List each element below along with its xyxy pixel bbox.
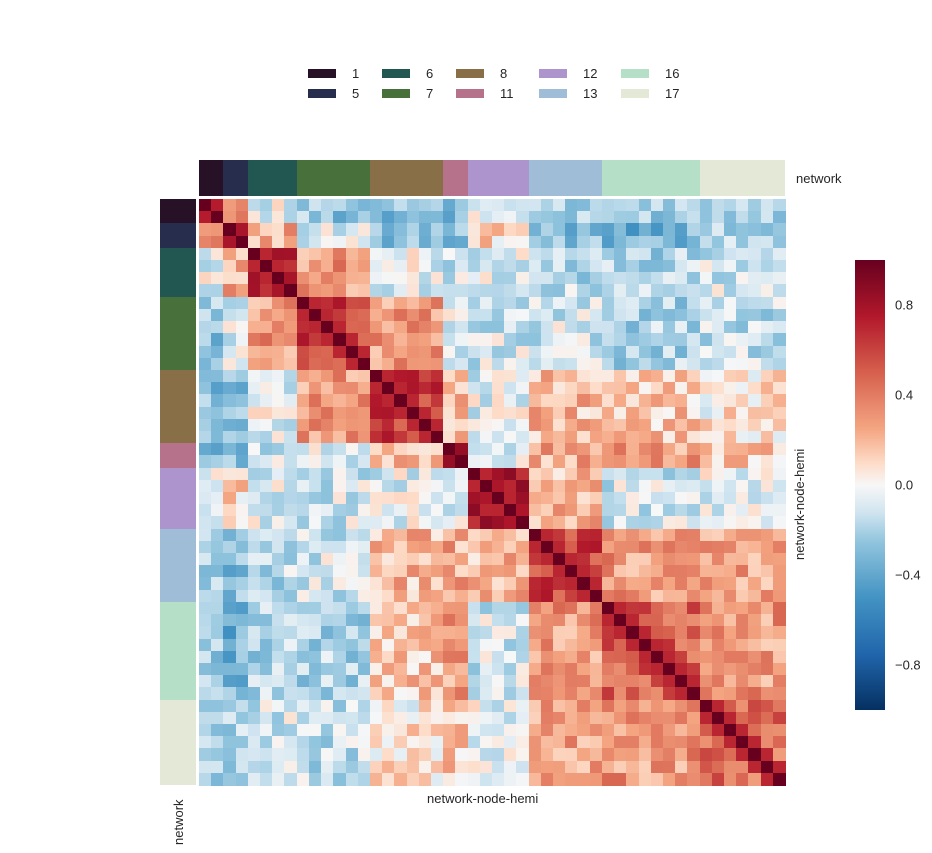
legend-label: 1 (352, 65, 360, 81)
row-band-6 (160, 247, 196, 298)
legend-label: 6 (426, 65, 434, 81)
column-band-13 (528, 160, 603, 196)
legend-label: 17 (665, 85, 680, 101)
row-band-1 (160, 199, 196, 224)
legend-label: 16 (665, 65, 680, 81)
legend-item-17: 17 (621, 85, 680, 101)
legend-item-13: 13 (539, 85, 598, 101)
row-band-8 (160, 369, 196, 444)
x-axis-label: network-node-hemi (427, 791, 539, 806)
row-band-16 (160, 601, 196, 701)
legend-swatch (456, 88, 484, 98)
column-band-12 (467, 160, 530, 196)
legend-swatch (621, 68, 649, 78)
colorbar-tick: −0.8 (895, 657, 921, 673)
colorbar-tick: 0.0 (895, 477, 914, 493)
row-band-12 (160, 467, 196, 530)
y-axis-label: network-node-hemi (792, 448, 807, 560)
legend-swatch (308, 68, 336, 78)
legend-item-11: 11 (456, 85, 514, 101)
legend-label: 13 (583, 85, 598, 101)
legend-item-5: 5 (308, 85, 360, 101)
network-legend: 1 5 6 7 8 11 12 13 16 17 (308, 66, 698, 106)
legend-swatch (621, 88, 649, 98)
column-band-16 (601, 160, 701, 196)
legend-item-12: 12 (539, 65, 598, 81)
legend-swatch (308, 88, 336, 98)
legend-item-6: 6 (382, 65, 434, 81)
column-colors-label: network (796, 171, 842, 186)
column-band-11 (443, 160, 469, 196)
column-band-1 (199, 160, 224, 196)
legend-label: 8 (500, 65, 508, 81)
legend-swatch (382, 88, 410, 98)
row-network-color-bar (160, 199, 196, 786)
legend-swatch (539, 68, 567, 78)
colorbar-tick: −0.4 (895, 567, 921, 583)
legend-item-7: 7 (382, 85, 434, 101)
column-network-color-bar (199, 160, 786, 196)
legend-label: 7 (426, 85, 434, 101)
column-band-5 (223, 160, 249, 196)
colorbar-tick: 0.4 (895, 387, 914, 403)
legend-label: 11 (500, 85, 514, 101)
row-band-5 (160, 223, 196, 249)
legend-swatch (382, 68, 410, 78)
legend-item-16: 16 (621, 65, 680, 81)
legend-swatch (456, 68, 484, 78)
row-colors-label: network (171, 799, 186, 845)
column-band-7 (296, 160, 371, 196)
legend-item-8: 8 (456, 65, 508, 81)
legend-item-1: 1 (308, 65, 360, 81)
legend-label: 12 (583, 65, 598, 81)
colorbar (855, 260, 885, 710)
column-band-6 (247, 160, 298, 196)
legend-label: 5 (352, 85, 360, 101)
legend-swatch (539, 88, 567, 98)
row-band-17 (160, 699, 196, 786)
column-band-8 (369, 160, 444, 196)
row-band-7 (160, 296, 196, 371)
column-band-17 (699, 160, 786, 196)
row-band-13 (160, 528, 196, 603)
row-band-11 (160, 443, 196, 469)
correlation-heatmap (199, 199, 786, 786)
colorbar-tick: 0.8 (895, 297, 914, 313)
